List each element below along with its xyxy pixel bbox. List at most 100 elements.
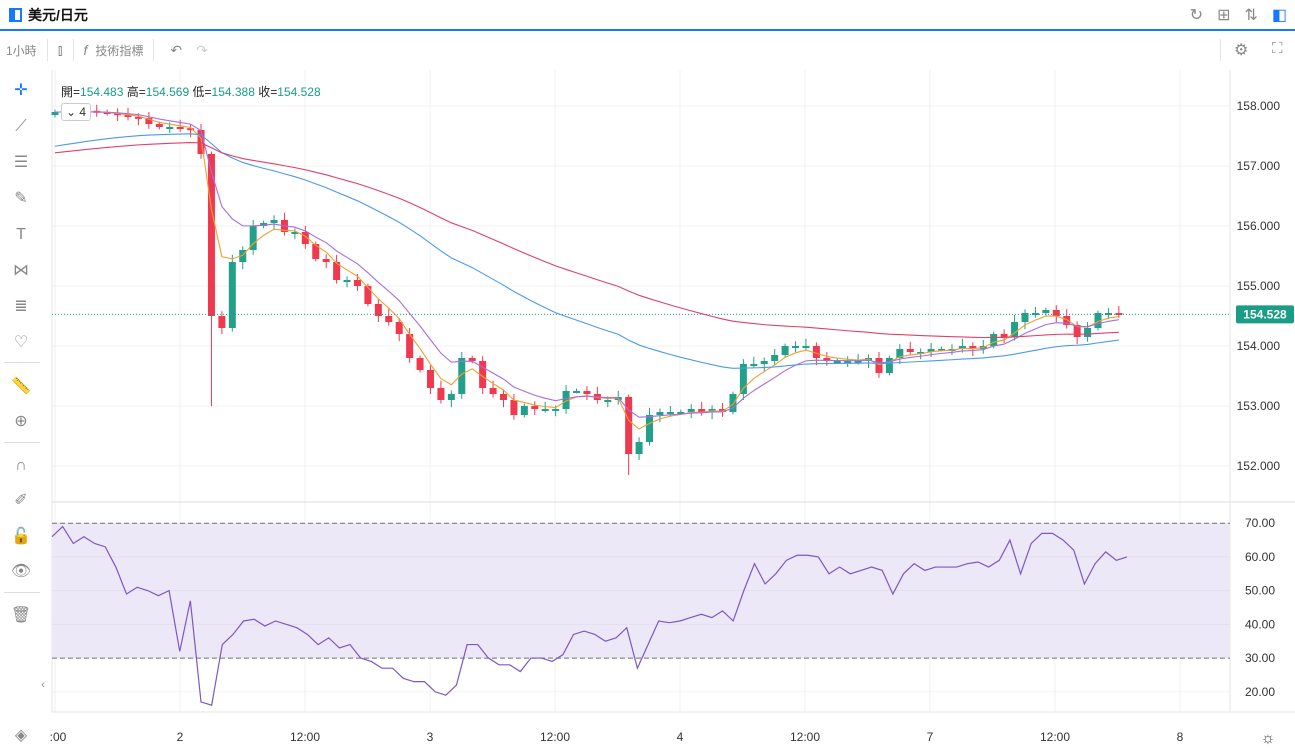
pattern-icon[interactable]: ⋈ bbox=[13, 262, 29, 279]
candle-body bbox=[833, 361, 841, 363]
price-tick-label: 155.000 bbox=[1237, 279, 1281, 293]
trend-line-icon[interactable]: ⟋ bbox=[15, 118, 27, 135]
candle-body bbox=[406, 334, 414, 358]
candle-body bbox=[239, 250, 247, 262]
indicators-button[interactable]: 技術指標 bbox=[95, 43, 144, 58]
candle bbox=[301, 226, 309, 249]
collapse-sidebar-icon[interactable]: ‹ bbox=[41, 679, 45, 691]
undo-icon[interactable]: ↶ bbox=[170, 41, 183, 58]
candle-body bbox=[447, 394, 455, 400]
chart-toolbar: 1小時 ⫾ f 技術指標 ↶ ↷ ⚙ ⛶ bbox=[0, 31, 1295, 69]
drawing-tools-sidebar: ✛ ⟋ ☰ ✎ T ⋈ ≣ ♡ 📏 ⊕ ∩ ✐ 🔓 👁 🗑 ‹ ◈ bbox=[0, 70, 45, 750]
candle bbox=[145, 112, 153, 129]
price-chart[interactable]: 152.000 153.000 154.000 155.000 156.000 157.0… bbox=[40, 70, 1295, 750]
heart-icon[interactable]: ♡ bbox=[13, 334, 29, 351]
candle-body bbox=[760, 361, 768, 364]
candle bbox=[896, 344, 904, 364]
candle-body bbox=[812, 346, 820, 358]
refresh-icon[interactable]: ↻ bbox=[1189, 7, 1204, 24]
low-label: 低= bbox=[192, 85, 212, 99]
text-icon[interactable]: T bbox=[16, 226, 26, 243]
time-tick-label: :00 bbox=[50, 730, 67, 744]
candle bbox=[906, 341, 914, 356]
candle bbox=[1073, 321, 1081, 345]
grid-icon[interactable]: ⊞ bbox=[1217, 7, 1231, 24]
magnet-icon[interactable]: ∩ bbox=[15, 457, 27, 474]
candle bbox=[760, 357, 768, 372]
candle bbox=[1021, 309, 1029, 330]
trash-icon[interactable]: 🗑 bbox=[10, 607, 32, 624]
settings-icon[interactable]: ⚙ bbox=[1234, 42, 1249, 59]
candle bbox=[239, 246, 247, 270]
rsi-tick-label: 70.00 bbox=[1245, 516, 1275, 530]
candle bbox=[270, 215, 278, 229]
candle-body bbox=[364, 286, 372, 304]
candle-body bbox=[499, 394, 507, 400]
candle-body bbox=[510, 400, 518, 415]
candle-body bbox=[750, 364, 758, 366]
candle-body bbox=[906, 349, 914, 352]
candle bbox=[1084, 322, 1092, 342]
indicator-count: 4 bbox=[79, 105, 87, 119]
time-tick-label: 2 bbox=[177, 730, 184, 744]
eye-icon[interactable]: 👁 bbox=[10, 563, 32, 580]
candle-body bbox=[802, 346, 810, 348]
candle bbox=[437, 380, 445, 404]
panel-icon[interactable]: ◧ bbox=[1271, 7, 1287, 24]
layers-icon[interactable]: ◈ bbox=[14, 727, 28, 744]
price-tick-label: 152.000 bbox=[1237, 459, 1281, 473]
lock-drawing-icon[interactable]: ✐ bbox=[14, 492, 28, 509]
candle-body bbox=[353, 280, 361, 286]
candle-body bbox=[395, 322, 403, 334]
candle bbox=[458, 352, 466, 399]
candle bbox=[406, 328, 414, 363]
candle-body bbox=[207, 154, 215, 316]
high-value: 154.569 bbox=[145, 85, 190, 99]
ruler-icon[interactable]: 📏 bbox=[11, 378, 31, 395]
candlestick-type-icon[interactable]: ⫾ bbox=[57, 41, 63, 59]
candle bbox=[687, 404, 695, 418]
candle bbox=[93, 104, 101, 117]
panel-toggle-icon[interactable] bbox=[9, 7, 22, 22]
candle bbox=[698, 401, 706, 416]
unlock-icon[interactable]: 🔓 bbox=[11, 528, 31, 545]
time-tick-label: 8 bbox=[1177, 730, 1184, 744]
candle-body bbox=[312, 244, 320, 259]
axis-settings-icon[interactable]: ☼ bbox=[1261, 730, 1276, 747]
time-tick-label: 12:00 bbox=[290, 730, 320, 744]
candle-body bbox=[896, 349, 904, 358]
candle-body bbox=[562, 391, 570, 409]
candle-body bbox=[739, 364, 747, 394]
candle-body bbox=[385, 316, 393, 322]
fx-icon[interactable]: f bbox=[83, 42, 88, 58]
candle-body bbox=[416, 358, 424, 370]
candle-body bbox=[520, 406, 528, 415]
candle-body bbox=[541, 409, 549, 411]
candle-body bbox=[552, 409, 560, 411]
indicator-collapse-button[interactable]: ⌄ 4 bbox=[61, 103, 91, 121]
horizontal-lines-icon[interactable]: ☰ bbox=[13, 154, 29, 171]
redo-icon[interactable]: ↷ bbox=[196, 41, 208, 58]
candle-body bbox=[687, 409, 695, 412]
zoom-in-icon[interactable]: ⊕ bbox=[14, 413, 28, 430]
candle-body bbox=[437, 388, 445, 400]
open-label: 開= bbox=[61, 85, 81, 99]
candle bbox=[677, 409, 685, 415]
fullscreen-icon[interactable]: ⛶ bbox=[1272, 40, 1283, 57]
sort-icon[interactable]: ⇅ bbox=[1244, 7, 1258, 24]
candle-body bbox=[531, 406, 539, 409]
interval-button[interactable]: 1小時 bbox=[6, 43, 37, 58]
fib-icon[interactable]: ≣ bbox=[14, 298, 28, 315]
candle-body bbox=[343, 280, 351, 282]
candle bbox=[395, 318, 403, 342]
rsi-tick-label: 50.00 bbox=[1245, 584, 1275, 598]
brush-icon[interactable]: ✎ bbox=[14, 190, 28, 207]
time-tick-label: 12:00 bbox=[1040, 730, 1070, 744]
candle-body bbox=[646, 415, 654, 442]
crosshair-icon[interactable]: ✛ bbox=[14, 82, 28, 99]
candle bbox=[1011, 314, 1019, 341]
time-tick-label: 7 bbox=[927, 730, 934, 744]
candle-body bbox=[1031, 313, 1039, 315]
moving-average-line bbox=[54, 141, 1119, 339]
candle-body bbox=[218, 316, 226, 328]
